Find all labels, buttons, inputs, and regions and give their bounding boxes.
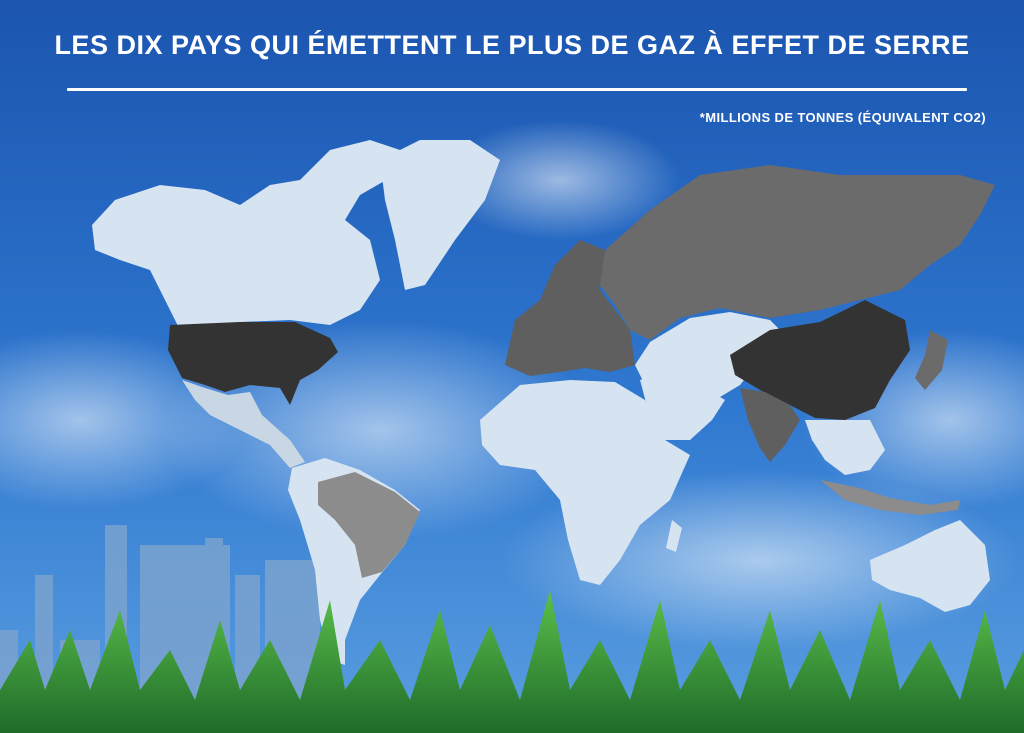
region-indonesia <box>820 480 960 515</box>
region-greenland <box>380 140 500 290</box>
region-russia <box>600 165 995 340</box>
region-brazil <box>318 472 420 578</box>
region-africa <box>480 380 690 585</box>
region-usa <box>168 322 338 405</box>
region-india <box>740 388 800 462</box>
page-title: LES DIX PAYS QUI ÉMETTENT LE PLUS DE GAZ… <box>54 30 970 60</box>
world-map <box>92 140 995 665</box>
region-north-america <box>92 140 400 330</box>
region-china <box>730 300 910 420</box>
region-mexico <box>182 380 305 468</box>
unit-note: *MILLIONS DE TONNES (ÉQUIVALENT CO2) <box>699 110 986 125</box>
region-australia <box>870 520 990 612</box>
grass-foreground <box>0 590 1024 733</box>
title-divider <box>67 88 967 91</box>
region-madagascar <box>666 520 682 552</box>
region-middle-east <box>640 372 725 440</box>
region-southeast-asia <box>805 420 885 475</box>
region-japan <box>915 330 948 390</box>
region-europe <box>505 240 635 376</box>
